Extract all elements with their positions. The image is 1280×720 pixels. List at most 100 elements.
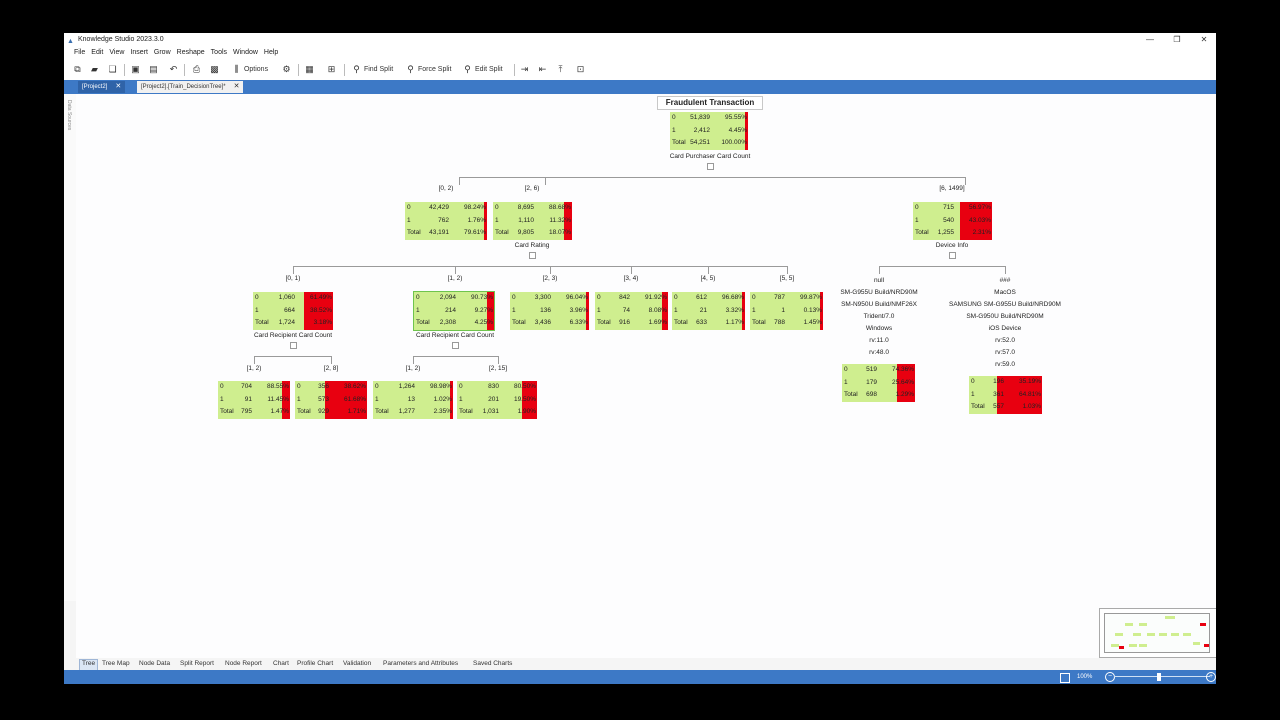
collapse-toggle-icon[interactable] xyxy=(707,163,714,170)
minimap-viewport[interactable] xyxy=(1104,613,1210,653)
tree-node-dnull[interactable]: 0 519 74.36% 1 179 25.64% Total 698 1.29% xyxy=(842,364,915,402)
fit-page-icon[interactable] xyxy=(1060,673,1070,683)
tab-tree-map[interactable]: Tree Map xyxy=(102,660,130,667)
menu-edit[interactable]: Edit xyxy=(91,49,104,56)
node-row-label: 1 xyxy=(220,395,224,403)
collapse-up-icon[interactable]: ⤒ xyxy=(558,63,563,74)
split-variable-label[interactable]: Device Info xyxy=(935,242,969,249)
edit-split-button[interactable]: ⚲ Edit Split xyxy=(462,63,502,77)
menu-window[interactable]: Window xyxy=(233,49,258,56)
tree-node-r34[interactable]: 0 842 91.92% 1 74 8.08% Total 916 1.69% xyxy=(595,292,668,330)
split-variable-label[interactable]: Card Recipient Card Count xyxy=(253,332,333,339)
zoom-in-icon[interactable]: + xyxy=(1206,672,1216,682)
expand-right-icon[interactable]: ⇥ xyxy=(520,63,529,74)
zoom-out-icon[interactable]: − xyxy=(1105,672,1115,682)
node-row-label: 0 xyxy=(220,383,224,390)
options-button[interactable]: ⫼ Options xyxy=(231,63,268,77)
tab-parameters-and-attributes[interactable]: Parameters and Attributes xyxy=(383,660,459,667)
node-row-percent: 80.50% xyxy=(513,383,536,390)
node-row-percent: 95.55% xyxy=(724,114,747,121)
minimize-button[interactable]: — xyxy=(1146,35,1154,44)
node-row-count: 787 xyxy=(774,294,785,301)
tab-validation[interactable]: Validation xyxy=(343,660,372,667)
node-row-percent: 19.50% xyxy=(513,395,536,403)
node-row-label: Total xyxy=(220,408,234,415)
tree-node-n26[interactable]: 0 8,695 88.68% 1 1,110 11.32% Total 9,805 18.07% xyxy=(493,202,572,240)
find-split-button[interactable]: ⚲ Find Split xyxy=(351,63,393,77)
menu-view[interactable]: View xyxy=(109,49,125,56)
tab-node-report[interactable]: Node Report xyxy=(225,660,262,667)
tab-saved-charts[interactable]: Saved Charts xyxy=(473,660,513,667)
node-row-percent: 3.18% xyxy=(313,319,332,326)
node-row-count: 1,724 xyxy=(278,319,295,326)
new-icon[interactable]: ⧉ xyxy=(74,63,81,74)
tree-node-b12[interactable]: 0 1,264 98.98% 1 13 1.02% Total 1,277 2.35% xyxy=(373,381,453,419)
tab-node-data[interactable]: Node Data xyxy=(139,660,171,667)
print-icon[interactable]: ⎙ xyxy=(192,63,201,74)
save-all-icon[interactable]: ▤ xyxy=(149,63,158,74)
zoom-slider[interactable] xyxy=(1114,676,1210,677)
decision-tree-canvas[interactable]: Fraudulent Transaction 0 51,839 95.55% 1 2,4… xyxy=(76,94,1216,658)
node-row-label: 0 xyxy=(459,383,463,390)
node-row-percent: 98.24% xyxy=(463,204,486,211)
node-row-percent: 1.17% xyxy=(725,319,744,326)
menu-file[interactable]: File xyxy=(74,49,86,56)
split-variable-label[interactable]: Card Recipient Card Count xyxy=(415,332,495,339)
copy-icon[interactable]: ❏ xyxy=(108,63,117,74)
print-preview-icon[interactable]: ▩ xyxy=(210,63,219,74)
tab-project2[interactable]: [Project2] ✕ xyxy=(78,81,126,93)
node-row-percent: 6.33% xyxy=(569,319,588,326)
tree-node-r23[interactable]: 0 3,300 96.04% 1 136 3.96% Total 3,436 6.33% xyxy=(510,292,589,330)
fraud-proportion-bar xyxy=(662,292,668,330)
menu-insert[interactable]: Insert xyxy=(130,49,148,56)
expand-left-icon[interactable]: ⇤ xyxy=(538,63,547,74)
tree-node-dhash[interactable]: 0 196 35.19% 1 361 64.81% Total 557 1.03% xyxy=(969,376,1042,414)
tab-split-report[interactable]: Split Report xyxy=(180,660,214,667)
menu-help[interactable]: Help xyxy=(263,49,279,56)
tree-node-a12[interactable]: 0 704 88.55% 1 91 11.45% Total 795 1.47% xyxy=(218,381,290,419)
split-variable-label[interactable]: Card Rating xyxy=(514,242,550,249)
collapse-toggle-icon[interactable] xyxy=(290,342,297,349)
collapse-toggle-icon[interactable] xyxy=(452,342,459,349)
minimap-node-mark xyxy=(1159,633,1167,636)
tree-node-r12[interactable]: 0 2,094 90.73% 1 214 9.27% Total 2,308 4.25% xyxy=(413,291,495,331)
menu-grow[interactable]: Grow xyxy=(153,49,171,56)
close-icon[interactable]: ✕ xyxy=(115,83,122,90)
grid-icon[interactable]: ▦ xyxy=(305,63,314,74)
close-button[interactable]: ✕ xyxy=(1200,35,1208,44)
node-row-label: 0 xyxy=(495,204,499,211)
undo-icon[interactable]: ↶ xyxy=(169,63,178,74)
node-row-label: 0 xyxy=(971,378,975,385)
fit-view-icon[interactable]: ⊡ xyxy=(576,63,585,74)
tree-node-n02[interactable]: 0 42,429 98.24% 1 762 1.76% Total 43,191 79.61% xyxy=(405,202,487,240)
close-icon[interactable]: ✕ xyxy=(233,83,240,90)
settings-icon[interactable]: ⚙ xyxy=(282,63,291,74)
tree-node-r01[interactable]: 0 1,060 61.49% 1 664 38.52% Total 1,724 3.18% xyxy=(253,292,333,330)
node-row-percent: 35.19% xyxy=(1018,378,1041,385)
tree-node-r55[interactable]: 0 787 99.87% 1 1 0.13% Total 788 1.45% xyxy=(750,292,823,330)
force-split-button[interactable]: ⚲ Force Split xyxy=(405,63,451,77)
tab-profile-chart[interactable]: Profile Chart xyxy=(297,660,334,667)
save-icon[interactable]: ▣ xyxy=(131,63,140,74)
node-row-count: 1,110 xyxy=(518,216,534,224)
open-folder-icon[interactable]: ▰ xyxy=(91,63,98,74)
node-row-label: 0 xyxy=(255,294,259,301)
collapse-toggle-icon[interactable] xyxy=(949,252,956,259)
device-category-label: SAMSUNG SM-G955U Build/NRD90M xyxy=(949,301,1061,308)
tree-node-b215[interactable]: 0 830 80.50% 1 201 19.50% Total 1,031 1.90% xyxy=(457,381,537,419)
split-variable-label[interactable]: Card Purchaser Card Count xyxy=(669,153,751,160)
tree-minimap[interactable] xyxy=(1099,608,1216,658)
tree-node-n61499[interactable]: 0 715 56.97% 1 540 43.03% Total 1,255 2.31% xyxy=(913,202,992,240)
menu-reshape[interactable]: Reshape xyxy=(176,49,205,56)
tree-node-root[interactable]: 0 51,839 95.55% 1 2,412 4.45% Total 54,251 100.0… xyxy=(670,112,748,150)
menu-tools[interactable]: Tools xyxy=(210,49,228,56)
node-row-label: 0 xyxy=(597,294,601,301)
tree-node-r45[interactable]: 0 612 96.68% 1 21 3.32% Total 633 1.17% xyxy=(672,292,745,330)
tab-chart[interactable]: Chart xyxy=(273,660,289,667)
collapse-toggle-icon[interactable] xyxy=(529,252,536,259)
tree-node-a28[interactable]: 0 356 38.62% 1 573 61.68% Total 929 1.71% xyxy=(295,381,367,419)
tab-train-decision-tree[interactable]: [Project2].[Train_DecisionTree]* ✕ xyxy=(137,81,244,93)
layout-icon[interactable]: ⊞ xyxy=(327,63,336,74)
zoom-slider-handle[interactable] xyxy=(1157,673,1161,681)
restore-button[interactable]: ❐ xyxy=(1173,35,1181,44)
